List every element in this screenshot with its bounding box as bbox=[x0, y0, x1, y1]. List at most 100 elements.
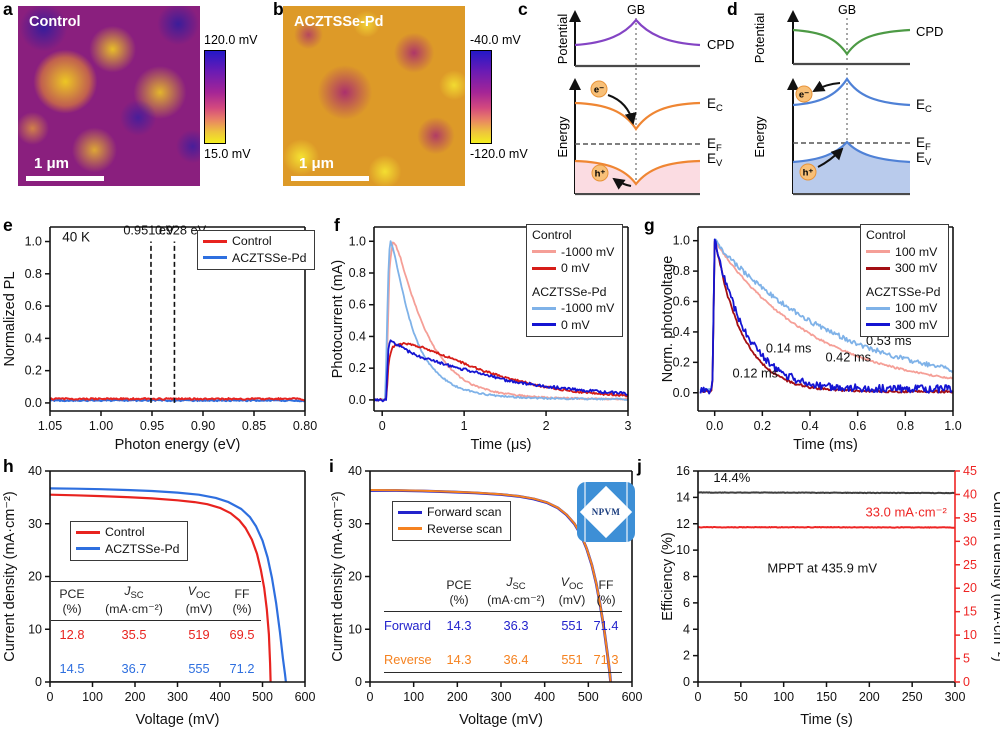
legend-item: Control bbox=[203, 233, 306, 250]
annotation: 14.4% bbox=[713, 470, 750, 485]
legend-item-label: 100 mV bbox=[895, 244, 938, 259]
legend-line-swatch bbox=[398, 527, 422, 531]
x-tick-label: 200 bbox=[859, 690, 880, 704]
table-header-subscript: OC bbox=[195, 590, 211, 601]
series-efficiency bbox=[698, 491, 956, 495]
x-tick-label: 300 bbox=[491, 690, 512, 704]
y-tick-label: 10 bbox=[676, 543, 690, 557]
y-axis-title: Current density (mA·cm⁻²) bbox=[2, 491, 18, 661]
x-tick-label: 200 bbox=[125, 690, 146, 704]
table-header-unit: (mA·cm⁻²) bbox=[105, 601, 163, 616]
y-tick-label: 0.4 bbox=[25, 331, 42, 345]
table-value: 71.4 bbox=[593, 618, 619, 634]
band-diagram-control-svg: GB Potential CPD Energy e⁻ h⁺ EC EF EV bbox=[555, 3, 734, 196]
conduction-band bbox=[574, 101, 701, 131]
x-tick-label: 50 bbox=[734, 690, 748, 704]
table-row-label: Reverse bbox=[384, 652, 432, 668]
colorbar-gradient bbox=[470, 50, 492, 145]
y-tick-label: 6 bbox=[683, 596, 690, 610]
table-header-unit: (mV) bbox=[185, 601, 213, 616]
legend-item-label: 0 mV bbox=[561, 261, 590, 276]
x-tick-label: 2 bbox=[543, 419, 550, 433]
scale-bar-label: 1 μm bbox=[34, 155, 70, 172]
y2-tick-label: 35 bbox=[963, 511, 977, 525]
photovoltage-chart: 0.0 0.2 0.4 0.6 0.8 1.0 0.0 0.2 0.4 0.6 0.8 1.0 Time… bbox=[660, 219, 1000, 459]
y-tick-label: 1.0 bbox=[25, 235, 42, 249]
band-diagram-control: GB Potential CPD Energy e⁻ h⁺ EC EF EV bbox=[515, 0, 750, 215]
ev-label: EV bbox=[707, 151, 723, 169]
kpfm-image-acztsse-pd: ACZTSSe-Pd 1 μm bbox=[283, 6, 465, 186]
x-tick-label: 0.85 bbox=[242, 419, 266, 433]
electron-icon bbox=[795, 85, 813, 103]
panel-letter-d: d bbox=[727, 0, 738, 19]
legend-group-title: Control bbox=[532, 228, 572, 242]
series-control bbox=[49, 397, 306, 402]
y-tick-label: 0 bbox=[35, 675, 42, 689]
table-data-row: Forward 14.3 36.3 551 71.4 bbox=[384, 612, 622, 638]
series-acztsse-pd-100-mv bbox=[699, 238, 954, 393]
table-header-symbol: FF bbox=[234, 586, 250, 601]
legend-item: ACZTSSe-Pd bbox=[203, 250, 306, 267]
x-tick-label: 500 bbox=[252, 690, 273, 704]
x-tick-label: 150 bbox=[816, 690, 837, 704]
x-tick-label: 300 bbox=[945, 690, 966, 704]
valence-band bbox=[574, 159, 701, 186]
y-tick-label: 4 bbox=[683, 622, 690, 636]
panel-letter-f: f bbox=[334, 215, 340, 235]
series-control-100-mv bbox=[700, 241, 954, 393]
legend-line-swatch bbox=[532, 266, 556, 270]
panel-letter-j: j bbox=[637, 456, 642, 476]
legend-item: 100 mV bbox=[866, 300, 940, 317]
y-tick-label: 0.2 bbox=[25, 364, 42, 378]
y-axis-title: Norm. photovoltage bbox=[660, 256, 676, 383]
x-tick-label: 0.8 bbox=[897, 419, 914, 433]
x-axis-title: Photon energy (eV) bbox=[115, 437, 241, 453]
table-header-symbol: FF bbox=[598, 577, 614, 592]
annotation: 0.951 eV bbox=[123, 222, 175, 237]
table-row-label: Forward bbox=[384, 618, 431, 634]
conduction-band bbox=[792, 76, 911, 107]
y-tick-label: 2 bbox=[683, 649, 690, 663]
mppt-stability-chart: 0 50 100 150 200 250 300 0 2 4 6 8 10 12 14 16 0 5 10 15 20 2… bbox=[660, 455, 1000, 734]
y-tick-label: 30 bbox=[348, 517, 362, 531]
ef-label: EF bbox=[916, 135, 931, 153]
y-tick-label: 10 bbox=[28, 622, 42, 636]
table-value: 12.8 bbox=[59, 627, 85, 643]
table-value: 71.2 bbox=[229, 661, 255, 677]
legend-line-swatch bbox=[532, 306, 556, 310]
table-data-row: 12.8 35.5 519 69.5 bbox=[51, 621, 261, 647]
colorbar-min-label: 15.0 mV bbox=[204, 147, 251, 162]
chart-j-svg: 0 50 100 150 200 250 3000246810121416051015202… bbox=[660, 464, 1000, 728]
cpd-curve bbox=[792, 28, 911, 56]
y-tick-label: 40 bbox=[348, 464, 362, 478]
x-tick-label: 0 bbox=[47, 690, 54, 704]
y-tick-label: 0.2 bbox=[349, 361, 366, 375]
electron-arrow bbox=[607, 94, 637, 125]
x-tick-label: 100 bbox=[773, 690, 794, 704]
x-tick-label: 0.90 bbox=[191, 419, 215, 433]
table-data-row: Reverse 14.3 36.4 551 71.3 bbox=[384, 646, 622, 672]
potential-axis-label: Potential bbox=[752, 13, 767, 64]
energy-axis-label: Energy bbox=[752, 116, 767, 158]
table-value: 36.3 bbox=[503, 618, 529, 634]
table-value: 69.5 bbox=[229, 627, 255, 643]
legend-group-title: ACZTSSe-Pd bbox=[866, 284, 941, 299]
x-tick-label: 500 bbox=[578, 690, 599, 704]
y-tick-label: 30 bbox=[28, 517, 42, 531]
y-axis-title: Photocurrent (mA) bbox=[330, 260, 346, 378]
legend-group-title: Control bbox=[866, 228, 906, 242]
colorbar-b: -40.0 mV -120.0 mV bbox=[470, 33, 528, 162]
legend-g: Control 100 mV 300 mV ACZTSSe-Pd 100 mV 300 m… bbox=[860, 224, 950, 337]
y-tick-label: 0.0 bbox=[349, 393, 366, 407]
hole-arrow bbox=[817, 147, 844, 168]
y-tick-label: 8 bbox=[683, 570, 690, 584]
annotation: 33.0 mA·cm⁻² bbox=[866, 504, 948, 519]
table-header-row: PCE (%) JSC (mA·cm⁻²) VOC (mV) FF (%) bbox=[51, 582, 261, 620]
legend-item-label: 0 mV bbox=[561, 317, 590, 332]
legend-line-swatch bbox=[532, 323, 556, 327]
legend-h: Control ACZTSSe-Pd bbox=[70, 521, 189, 561]
colorbar-a: 120.0 mV 15.0 mV bbox=[204, 33, 258, 162]
table-header-cell: PCE (%) bbox=[51, 585, 93, 621]
cpd-label: CPD bbox=[707, 37, 734, 52]
y-tick-label: 10 bbox=[348, 622, 362, 636]
